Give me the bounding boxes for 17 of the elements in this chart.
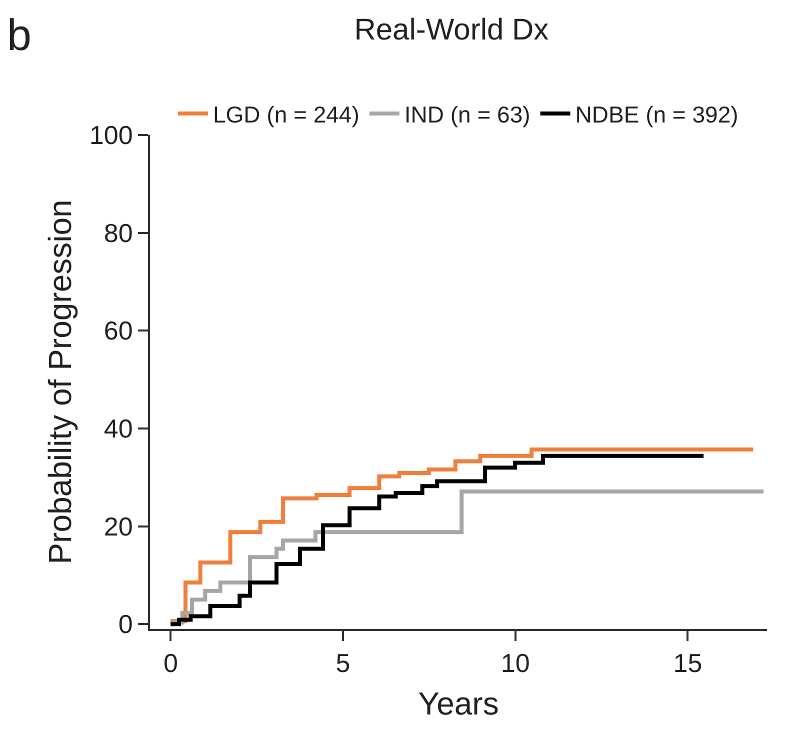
y-tick-label: 100 [89,120,133,150]
chart-title: Real-World Dx [354,14,549,47]
x-tick-label: 10 [500,648,530,678]
x-axis-title: Years [418,686,499,722]
y-tick-label: 20 [104,511,133,542]
legend-label: IND (n = 63) [404,101,530,128]
y-tick-label: 60 [104,316,133,346]
y-tick-label: 80 [104,218,133,248]
x-tick-label: 15 [673,648,702,678]
x-tick-label: 5 [336,648,350,678]
text: b [7,11,32,60]
x-tick-label: 0 [163,648,178,678]
y-tick-label: 40 [104,414,133,444]
y-tick-label: 0 [118,609,133,640]
y-axis-title: Probability of Progression [42,200,78,564]
legend-label: NDBE (n = 392) [575,101,738,128]
legend-label: LGD (n = 244) [213,101,360,128]
